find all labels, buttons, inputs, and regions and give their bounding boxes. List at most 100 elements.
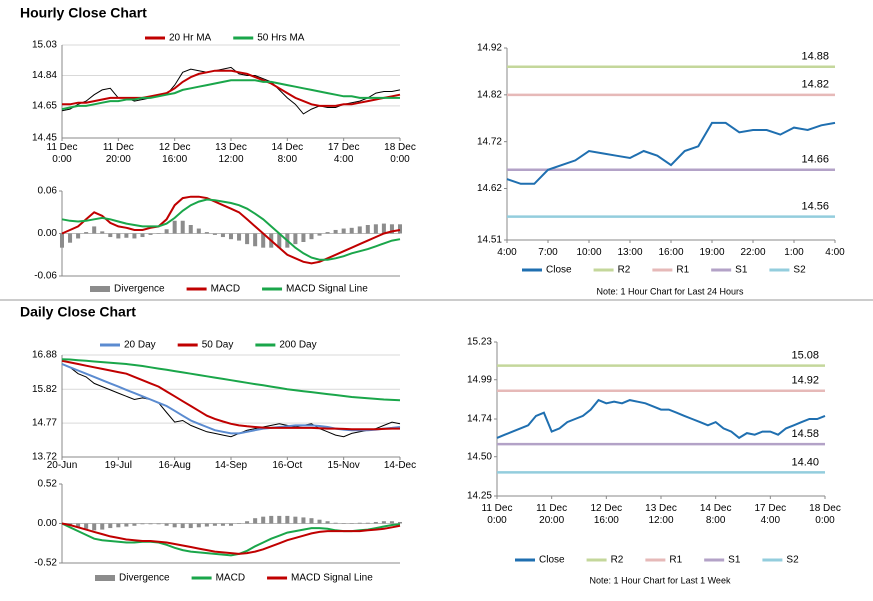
divergence-bar — [269, 515, 274, 524]
divergence-bar — [172, 220, 177, 234]
y-tick-label: 14.77 — [32, 418, 57, 429]
divergence-bar — [228, 233, 234, 240]
divergence-bar — [172, 523, 177, 528]
x-tick-label: 19:00 — [699, 247, 725, 258]
divergence-bar — [92, 226, 97, 234]
divergence-bar — [188, 225, 193, 234]
legend-label: 50 Day — [202, 340, 234, 351]
y-tick-label: 15.03 — [32, 40, 57, 51]
x-tick-label: 14-Dec — [383, 460, 417, 471]
series-line — [61, 358, 401, 402]
series-line — [61, 79, 400, 111]
x-tick-label: 11 Dec 20:00 — [536, 503, 568, 526]
divergence-bar — [293, 233, 298, 245]
legend-label: Divergence — [114, 284, 165, 295]
y-tick-label: 14.65 — [32, 101, 57, 112]
divergence-bar — [100, 523, 105, 530]
divergence-bar — [228, 523, 234, 526]
divergence-bar — [253, 518, 258, 524]
divergence-bar — [341, 523, 346, 524]
divergence-bar — [373, 224, 378, 234]
y-tick-label: 14.72 — [477, 136, 502, 147]
level-label: 14.82 — [801, 79, 829, 91]
legend-label: S2 — [786, 555, 799, 566]
y-tick-label: 14.99 — [467, 374, 492, 385]
legend-label: MACD Signal Line — [291, 573, 373, 584]
divergence-bar — [116, 523, 121, 528]
x-tick-label: 16:00 — [658, 247, 684, 258]
divergence-bar — [317, 519, 322, 524]
y-tick-label: 14.62 — [477, 183, 502, 194]
divergence-bar — [365, 225, 370, 234]
divergence-bar — [349, 227, 354, 234]
divergence-bar — [301, 233, 306, 242]
x-tick-label: 1:00 — [784, 247, 804, 258]
divergence-bar — [180, 220, 185, 234]
y-tick-label: -0.06 — [34, 271, 57, 282]
x-tick-label: 12 Dec 16:00 — [158, 142, 191, 165]
series-line — [61, 198, 401, 261]
divergence-bar — [204, 232, 209, 234]
x-tick-label: 4:00 — [825, 247, 845, 258]
divergence-bar — [261, 233, 266, 248]
divergence-bar — [237, 233, 242, 241]
x-tick-label: 10:00 — [576, 247, 602, 258]
level-label: 14.88 — [801, 51, 829, 63]
series-line — [506, 121, 836, 185]
level-label: 15.08 — [791, 349, 819, 361]
legend-label: R2 — [611, 555, 624, 566]
series-line — [61, 195, 401, 265]
divergence-bar — [156, 523, 161, 525]
legend-label: 20 Hr MA — [169, 33, 212, 44]
legend-label: S1 — [728, 555, 741, 566]
divergence-bar — [245, 233, 250, 245]
divergence-bar — [397, 521, 403, 524]
y-tick-label: 0.00 — [38, 228, 58, 239]
series-line — [61, 522, 401, 557]
divergence-bar — [301, 517, 306, 524]
y-tick-label: 14.45 — [32, 133, 57, 144]
divergence-bar — [285, 515, 290, 524]
divergence-bar — [76, 523, 81, 528]
legend-label: 20 Day — [124, 340, 156, 351]
divergence-bar — [196, 523, 201, 528]
divergence-bar — [381, 521, 386, 524]
x-tick-label: 13 Dec 12:00 — [215, 142, 247, 165]
y-tick-label: 13.72 — [32, 452, 57, 463]
x-tick-label: 16-Oct — [272, 460, 303, 471]
y-tick-label: 14.51 — [477, 235, 502, 246]
legend-label: Close — [546, 265, 572, 276]
divergence-bar — [237, 523, 242, 524]
y-tick-label: 14.74 — [467, 414, 492, 425]
x-tick-label: 14 Dec 8:00 — [271, 142, 304, 165]
divergence-bar — [132, 523, 137, 526]
x-tick-label: 13:00 — [617, 247, 643, 258]
divergence-bar — [245, 521, 250, 524]
legend-label: MACD — [216, 573, 245, 584]
divergence-bar — [317, 233, 322, 236]
x-tick-label: 15-Nov — [327, 460, 360, 471]
note: Note: 1 Hour Chart for Last 1 Week — [590, 575, 731, 585]
divergence-bar — [124, 523, 129, 527]
divergence-bar — [381, 223, 386, 234]
x-tick-label: 18 Dec 0:00 — [384, 142, 416, 165]
x-tick-label: 13 Dec 12:00 — [645, 503, 677, 526]
divergence-bar — [100, 231, 105, 234]
note: Note: 1 Hour Chart for Last 24 Hours — [596, 286, 744, 296]
divergence-bar — [204, 523, 209, 527]
divergence-bar — [212, 523, 217, 526]
x-tick-label: 17 Dec 4:00 — [327, 142, 360, 165]
divergence-bar — [156, 233, 161, 234]
divergence-bar — [357, 226, 362, 234]
legend-label: R2 — [618, 265, 631, 276]
divergence-bar — [164, 523, 169, 526]
legend-label: 50 Hrs MA — [257, 33, 305, 44]
divergence-bar — [389, 224, 394, 234]
divergence-bar — [349, 523, 354, 524]
divergence-bar — [196, 228, 201, 234]
divergence-bar — [132, 233, 137, 239]
x-tick-label: 11 Dec 0:00 — [481, 503, 513, 526]
divergence-bar — [164, 229, 169, 234]
